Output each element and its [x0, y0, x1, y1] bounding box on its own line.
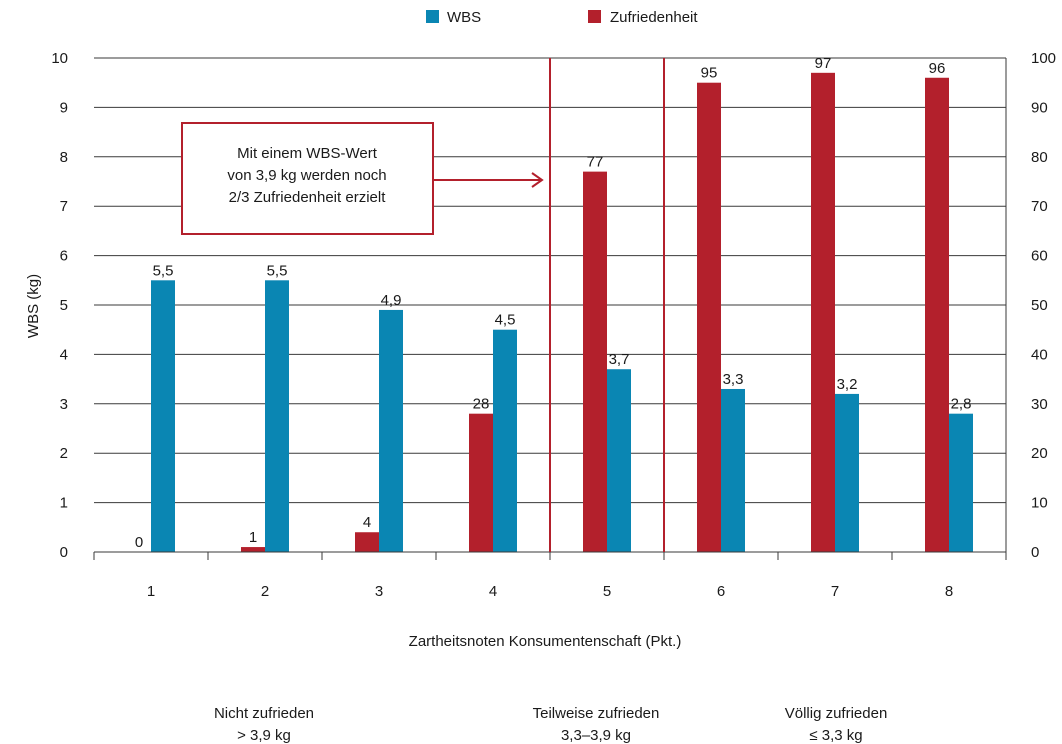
y2-tick-label: 0 — [1031, 544, 1039, 561]
x-tick-label: 1 — [147, 583, 155, 600]
y2-tick-label: 70 — [1031, 198, 1048, 215]
x-tick-label: 7 — [831, 583, 839, 600]
bar-wbs-6 — [721, 388, 745, 552]
category-groups: Nicht zufrieden > 3,9 kg Teilweise zufri… — [214, 705, 887, 744]
y-tick-label: 8 — [60, 149, 68, 166]
bar-wbs-2 — [265, 280, 289, 552]
data-label-wbs-8: 2,8 — [951, 396, 972, 413]
legend-swatch-wbs — [426, 10, 439, 23]
data-label-zufriedenheit-2: 1 — [249, 529, 257, 546]
annotation: Mit einem WBS-Wert von 3,9 kg werden noc… — [181, 122, 544, 235]
bar-wbs-4 — [493, 329, 517, 552]
y-tick-label: 3 — [60, 396, 68, 413]
data-label-zufriedenheit-3: 4 — [363, 514, 371, 531]
annotation-box — [181, 122, 434, 235]
y-tick-label: 0 — [60, 544, 68, 561]
bar-wbs-5 — [607, 369, 631, 552]
data-label-wbs-7: 3,2 — [837, 376, 858, 393]
x-tick-label: 5 — [603, 583, 611, 600]
data-label-wbs-6: 3,3 — [723, 371, 744, 388]
y2-tick-label: 40 — [1031, 346, 1048, 363]
y2-tick-label: 60 — [1031, 248, 1048, 265]
legend-label-zufriedenheit: Zufriedenheit — [610, 9, 698, 26]
y2-tick-label: 30 — [1031, 396, 1048, 413]
group-3-range: ≤ 3,3 kg — [809, 727, 862, 744]
group-3-label: Völlig zufrieden — [785, 705, 888, 722]
data-label-wbs-3: 4,9 — [381, 292, 402, 309]
y2-tick-label: 50 — [1031, 297, 1048, 314]
data-label-zufriedenheit-1: 0 — [135, 534, 143, 551]
legend-label-wbs: WBS — [447, 9, 481, 26]
y-tick-label: 7 — [60, 198, 68, 215]
data-label-zufriedenheit-4: 28 — [473, 396, 490, 413]
y-tick-label: 10 — [51, 50, 68, 67]
legend-swatch-zufriedenheit — [588, 10, 601, 23]
annotation-line-3: 2/3 Zufriedenheit erzielt — [229, 189, 387, 206]
group-1-label: Nicht zufrieden — [214, 705, 314, 722]
group-dividers — [549, 58, 665, 552]
bar-wbs-8 — [949, 413, 973, 552]
data-label-zufriedenheit-5: 77 — [587, 154, 604, 171]
data-label-zufriedenheit-7: 97 — [815, 55, 832, 72]
x-tick-label: 3 — [375, 583, 383, 600]
bar-wbs-7 — [835, 393, 859, 552]
x-axis-title: Zartheitsnoten Konsumentenschaft (Pkt.) — [409, 633, 682, 650]
y-axis-title: WBS (kg) — [25, 274, 42, 338]
y2-tick-label: 80 — [1031, 149, 1048, 166]
group-2-range: 3,3–3,9 kg — [561, 727, 631, 744]
y-tick-label: 1 — [60, 495, 68, 512]
bar-zufriedenheit-3 — [355, 532, 379, 552]
data-label-zufriedenheit-8: 96 — [929, 60, 946, 77]
y-tick-label: 2 — [60, 445, 68, 462]
bar-zufriedenheit-8 — [925, 77, 949, 552]
y-tick-label: 5 — [60, 297, 68, 314]
annotation-line-1: Mit einem WBS-Wert — [237, 145, 378, 162]
y2-tick-label: 20 — [1031, 445, 1048, 462]
legend: WBS Zufriedenheit — [426, 9, 698, 26]
data-label-wbs-4: 4,5 — [495, 312, 516, 329]
x-tick-label: 2 — [261, 583, 269, 600]
group-1-range: > 3,9 kg — [237, 727, 291, 744]
data-label-wbs-5: 3,7 — [609, 351, 630, 368]
bar-wbs-1 — [151, 280, 175, 552]
bar-zufriedenheit-7 — [811, 72, 835, 552]
bar-zufriedenheit-2 — [241, 547, 265, 552]
y2-tick-label: 10 — [1031, 495, 1048, 512]
annotation-line-2: von 3,9 kg werden noch — [227, 167, 386, 184]
x-tick-label: 8 — [945, 583, 953, 600]
y-tick-label: 4 — [60, 346, 68, 363]
bar-zufriedenheit-6 — [697, 82, 721, 552]
x-tick-label: 4 — [489, 583, 497, 600]
y-tick-label: 6 — [60, 248, 68, 265]
x-tick-label: 6 — [717, 583, 725, 600]
data-label-wbs-2: 5,5 — [267, 262, 288, 279]
group-2-label: Teilweise zufrieden — [533, 705, 660, 722]
y-tick-label: 9 — [60, 99, 68, 116]
bar-zufriedenheit-5 — [583, 171, 607, 552]
bar-zufriedenheit-4 — [469, 413, 493, 552]
bar-wbs-3 — [379, 309, 403, 552]
y2-tick-label: 90 — [1031, 99, 1048, 116]
bars — [151, 72, 973, 552]
y2-tick-label: 100 — [1031, 50, 1056, 67]
data-label-zufriedenheit-6: 95 — [701, 65, 718, 82]
data-label-wbs-1: 5,5 — [153, 262, 174, 279]
annotation-arrowhead — [531, 172, 544, 188]
